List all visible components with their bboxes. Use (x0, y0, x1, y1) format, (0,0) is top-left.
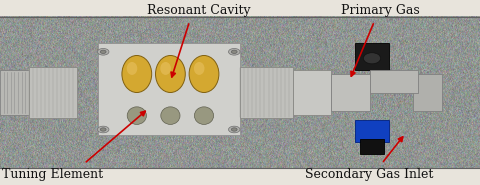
Text: Secondary Gas Inlet: Secondary Gas Inlet (305, 168, 433, 181)
Ellipse shape (127, 107, 146, 125)
Bar (360, 139, 384, 154)
Ellipse shape (161, 107, 180, 125)
Text: Tuning Element: Tuning Element (2, 168, 104, 181)
Bar (370, 70, 418, 92)
Ellipse shape (97, 48, 109, 55)
Ellipse shape (160, 62, 171, 75)
Ellipse shape (100, 50, 106, 53)
Bar (413, 74, 442, 111)
Ellipse shape (228, 126, 240, 133)
Bar (355, 43, 389, 70)
Ellipse shape (97, 126, 109, 133)
Bar (355, 120, 389, 142)
Bar (293, 70, 331, 115)
Ellipse shape (228, 48, 240, 55)
Bar (240, 67, 293, 118)
Ellipse shape (194, 62, 204, 75)
Ellipse shape (189, 56, 219, 92)
Bar (98, 43, 240, 135)
Text: Primary Gas: Primary Gas (341, 4, 420, 17)
Ellipse shape (231, 50, 237, 53)
Bar (0, 70, 29, 115)
Bar (331, 74, 370, 111)
Ellipse shape (100, 128, 106, 131)
Ellipse shape (127, 62, 137, 75)
Text: Resonant Cavity: Resonant Cavity (147, 4, 251, 17)
Ellipse shape (156, 56, 185, 92)
Ellipse shape (363, 53, 381, 64)
Bar (29, 67, 77, 118)
Ellipse shape (194, 107, 214, 125)
Ellipse shape (231, 128, 237, 131)
Ellipse shape (122, 56, 152, 92)
